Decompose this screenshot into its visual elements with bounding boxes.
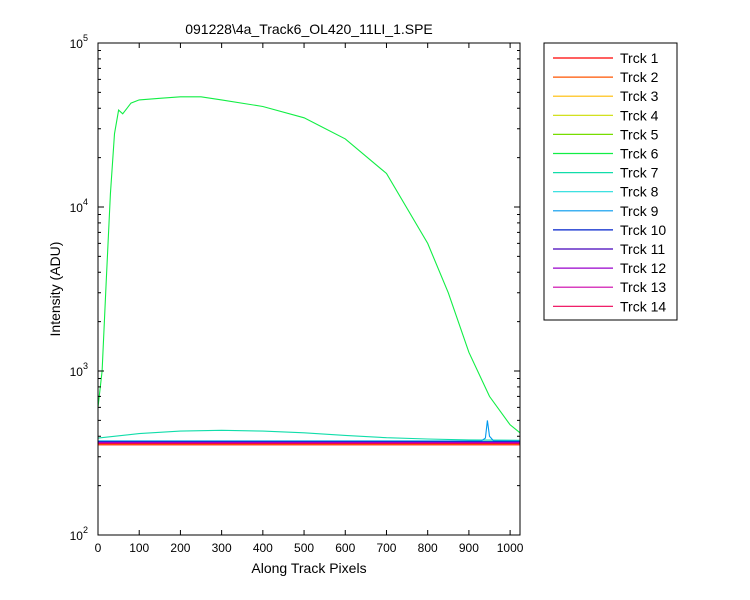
y-tick-label: 103: [70, 361, 88, 379]
y-tick-exponent: 2: [83, 525, 88, 535]
series-line-6: [97, 96, 521, 434]
legend-label-6: Trck 6: [620, 146, 659, 162]
y-axis-label: Intensity (ADU): [47, 242, 63, 337]
legend-label-5: Trck 5: [620, 126, 659, 142]
y-tick-label: 102: [70, 525, 88, 543]
axes-ticks: 0 100 200 300 400 500 600 700 800 900 100010210310…: [70, 33, 524, 555]
y-tick-label: 104: [70, 197, 88, 215]
y-tick-label: 105: [70, 33, 88, 51]
legend-label-4: Trck 4: [620, 107, 659, 123]
y-tick-base: 10: [70, 37, 84, 51]
series-line-9: [98, 420, 520, 442]
x-tick-label: 800: [418, 541, 438, 555]
x-tick-label: 300: [212, 541, 232, 555]
x-tick-label: 1000: [497, 541, 524, 555]
legend-label-7: Trck 7: [620, 165, 659, 181]
x-tick-label: 200: [170, 541, 190, 555]
plot-area: [98, 43, 520, 535]
y-tick-exponent: 3: [83, 361, 88, 371]
series-layer: [97, 96, 521, 446]
legend-label-3: Trck 3: [620, 88, 659, 104]
chart-title: 091228\4a_Track6_OL420_11LI_1.SPE: [185, 21, 433, 37]
plot-frame: [97, 42, 521, 536]
legend-label-9: Trck 9: [620, 203, 659, 219]
x-tick-label: 600: [335, 541, 355, 555]
x-tick-label: 900: [459, 541, 479, 555]
legend-label-2: Trck 2: [620, 69, 659, 85]
x-tick-label: 700: [376, 541, 396, 555]
legend-label-14: Trck 14: [620, 298, 666, 314]
x-axis-label: Along Track Pixels: [251, 560, 366, 576]
y-tick-base: 10: [70, 529, 84, 543]
legend-label-11: Trck 11: [620, 241, 665, 257]
legend-label-12: Trck 12: [620, 260, 666, 276]
series-line-7: [97, 429, 521, 441]
x-tick-label: 500: [294, 541, 314, 555]
legend: Trck 1 Trck 2 Trck 3 Trck 4 Trck 5 Trck 6 Trck…: [543, 42, 678, 321]
legend-box: [543, 42, 678, 321]
y-tick-base: 10: [70, 365, 84, 379]
x-tick-label: 400: [253, 541, 273, 555]
legend-label-10: Trck 10: [620, 222, 666, 238]
x-tick-label: 100: [129, 541, 149, 555]
legend-label-13: Trck 13: [620, 279, 666, 295]
legend-label-1: Trck 1: [620, 50, 659, 66]
y-tick-exponent: 4: [83, 197, 88, 207]
y-tick-base: 10: [70, 201, 84, 215]
y-tick-exponent: 5: [83, 33, 88, 43]
legend-label-8: Trck 8: [620, 184, 659, 200]
x-tick-label: 0: [95, 541, 102, 555]
